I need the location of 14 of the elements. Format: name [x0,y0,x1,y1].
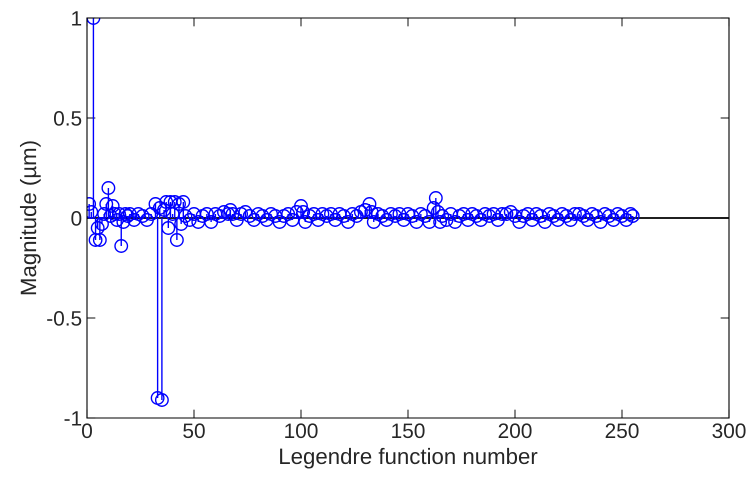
y-axis-title: Magnitude (µm) [20,141,41,294]
y-tick-label: -1 [64,411,82,426]
y-tick-label: -0.5 [47,311,82,326]
x-tick-label: 50 [183,423,205,438]
x-tick-label: 100 [285,423,318,438]
x-tick-label: 150 [392,423,425,438]
x-tick-label: 0 [82,423,92,438]
y-tick-label: 1 [72,11,82,26]
x-tick-label: 250 [606,423,639,438]
y-tick-label: 0.5 [54,111,82,126]
x-tick-label: 300 [712,423,746,438]
x-tick-label: 200 [498,423,532,438]
x-axis-title: Legendre function number [280,448,538,469]
y-tick-label: 0 [71,211,82,226]
